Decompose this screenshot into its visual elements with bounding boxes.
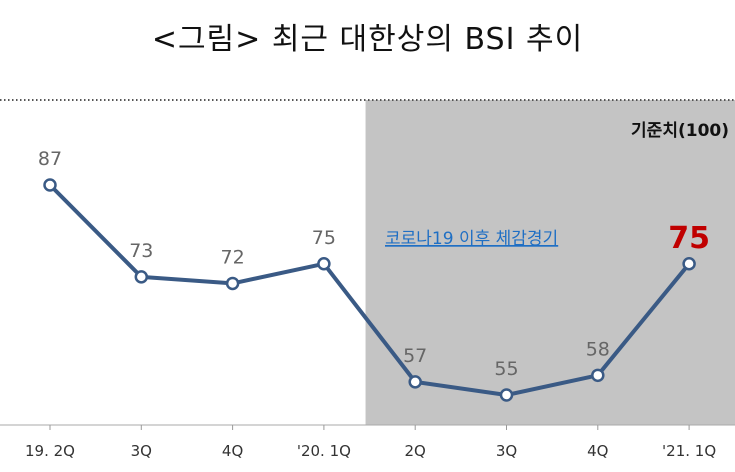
data-point <box>134 270 149 284</box>
data-point <box>43 178 57 192</box>
x-tick-label: '21. 1Q <box>662 442 716 460</box>
data-label: 72 <box>221 246 245 268</box>
baseline-label: 기준치(100) <box>631 121 729 141</box>
x-axis-ticks: 19. 2Q 3Q 4Q '20. 1Q 2Q 3Q 4Q '21. 1Q <box>25 425 716 460</box>
data-point <box>682 257 696 271</box>
series-line <box>48 183 691 397</box>
data-point <box>225 276 240 291</box>
data-points: 87 73 72 75 57 55 58 75 <box>38 148 710 402</box>
x-tick-label: 3Q <box>131 442 152 460</box>
x-tick-label: 4Q <box>222 442 243 460</box>
data-label: 57 <box>403 345 427 367</box>
x-tick-label: 3Q <box>496 442 517 460</box>
data-label: 58 <box>586 338 610 360</box>
x-tick-label: 4Q <box>587 442 608 460</box>
covid-period-shade <box>365 100 735 425</box>
data-label: 87 <box>38 148 62 170</box>
data-point <box>591 368 605 383</box>
page-title: <그림> 최근 대한상의 BSI 추이 <box>151 22 584 57</box>
data-label: 75 <box>312 227 336 249</box>
data-point <box>317 257 331 271</box>
covid-period-annotation: 코로나19 이후 체감경기 <box>385 229 558 249</box>
x-tick-label: 19. 2Q <box>25 442 75 460</box>
data-label: 73 <box>129 240 153 262</box>
data-label-highlight: 75 <box>668 221 710 256</box>
data-point <box>408 375 422 389</box>
x-tick-label: '20. 1Q <box>297 442 351 460</box>
data-label: 55 <box>494 358 518 380</box>
data-point <box>499 388 514 402</box>
x-tick-label: 2Q <box>405 442 426 460</box>
